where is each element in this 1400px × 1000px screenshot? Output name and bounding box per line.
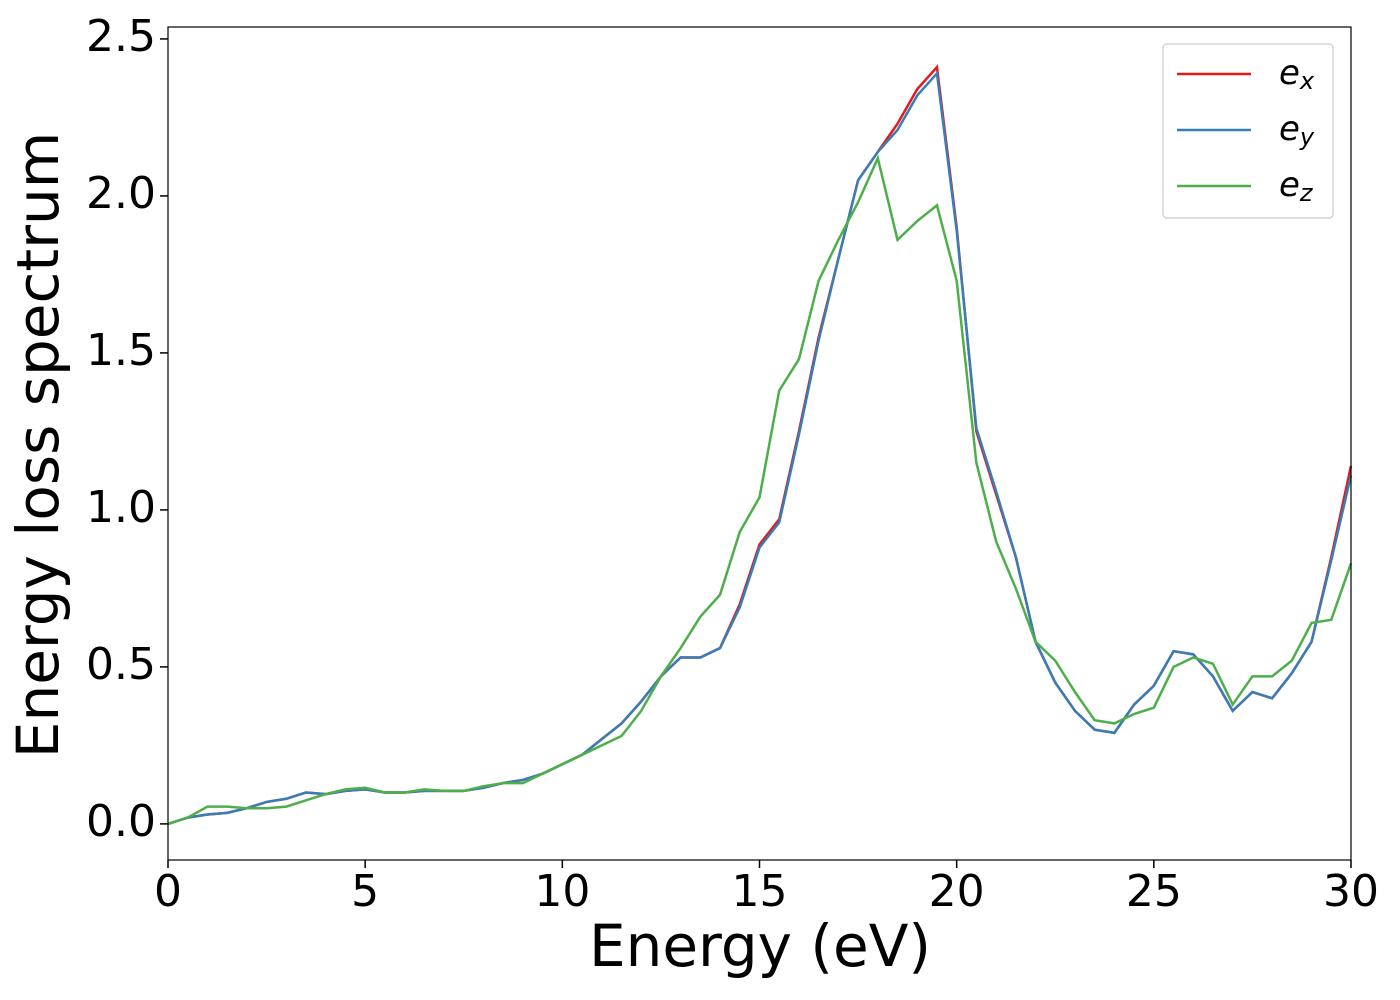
series-line xyxy=(167,154,1353,826)
y-tick-label: 2.5 xyxy=(86,11,156,62)
x-tick-label: 10 xyxy=(534,866,590,917)
x-axis-label: Energy (eV) xyxy=(589,912,931,980)
series-line xyxy=(167,70,1353,826)
y-tick-label: 1.0 xyxy=(86,482,156,533)
legend-label: ex xyxy=(1279,53,1315,96)
x-tick-label: 20 xyxy=(929,866,985,917)
x-tick-label: 5 xyxy=(351,866,379,917)
y-axis-label: Energy loss spectrum xyxy=(4,132,72,758)
x-tick-label: 0 xyxy=(154,866,182,917)
legend-label: ey xyxy=(1279,109,1315,152)
x-tick-label: 30 xyxy=(1323,866,1379,917)
plot-frame xyxy=(167,26,1352,861)
y-tick-label: 1.5 xyxy=(86,325,156,376)
y-tick-label: 2.0 xyxy=(86,168,156,219)
y-tick-label: 0.0 xyxy=(86,796,156,847)
x-tick-label: 25 xyxy=(1126,866,1182,917)
legend-label: ez xyxy=(1279,165,1314,208)
y-tick-label: 0.5 xyxy=(86,639,156,690)
x-tick-label: 15 xyxy=(732,866,788,917)
